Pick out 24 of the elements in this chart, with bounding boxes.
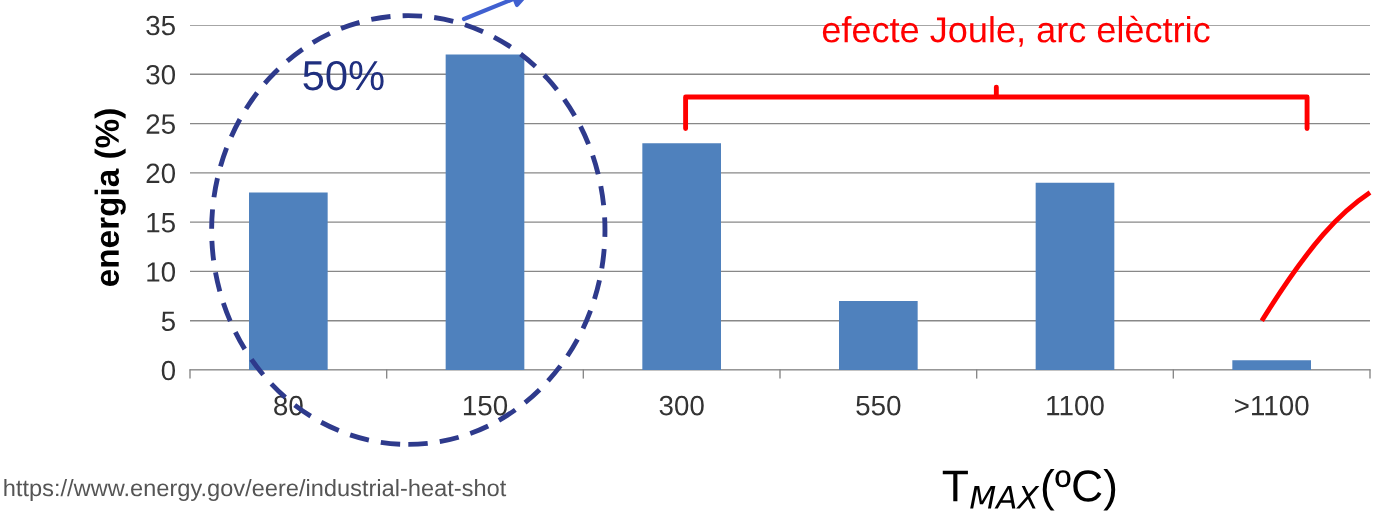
bar <box>839 301 918 370</box>
y-tick-label: 5 <box>161 311 175 332</box>
annotation: efecte Joule, arc elèctric <box>822 15 1210 47</box>
y-tick-label: 35 <box>146 15 175 36</box>
bar <box>249 192 328 370</box>
y-tick-label: 25 <box>146 114 175 134</box>
y-tick-label: 30 <box>146 64 176 85</box>
text: https://www.energy.gov/eere/industrial-heat-shot <box>4 479 507 502</box>
x-tick-label: 1100 <box>1047 395 1104 416</box>
y-tick-label: 15 <box>147 213 175 233</box>
y-tick-label: 0 <box>161 360 176 381</box>
bar <box>642 143 721 370</box>
y-tick-label: 20 <box>146 163 176 184</box>
y-axis-title: energia (%) <box>94 109 126 287</box>
annotation: 50% <box>303 60 384 91</box>
x-tick-label: >1100 <box>1235 395 1309 416</box>
bar <box>1232 360 1311 370</box>
x-tick-label: 300 <box>659 395 704 416</box>
x-tick-label: 550 <box>856 395 901 416</box>
bar <box>1035 182 1115 370</box>
bar <box>445 54 525 370</box>
x-axis-title: T$_{MAX}$(ºC) <box>942 469 1116 511</box>
x-tick-label: 150 <box>463 395 508 416</box>
y-tick-label: 10 <box>147 262 176 282</box>
